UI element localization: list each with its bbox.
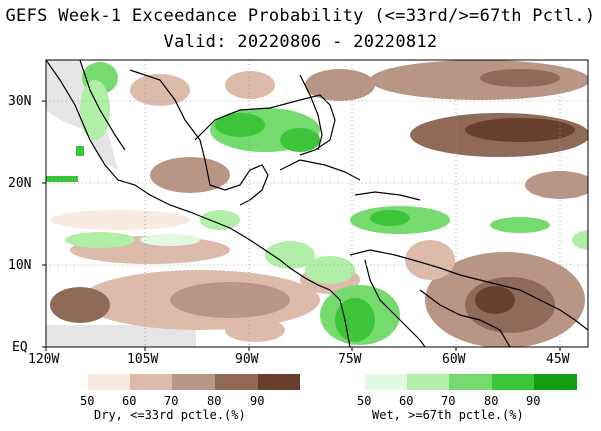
dry-tick-90: 90 [250, 394, 265, 408]
lat-label-20n: 20N [8, 176, 32, 191]
map-valid-dates: Valid: 20220806 - 20220812 [163, 32, 438, 52]
wet-tick-70: 70 [441, 394, 456, 408]
dry-colorbar-cell-90 [258, 374, 300, 390]
wet-colorbar-cell-70 [449, 374, 492, 390]
dry-probability-areas [50, 60, 588, 347]
wet-colorbar-title: Wet, >=67th pctle.(%) [372, 408, 524, 422]
lon-label-60w: 60W [442, 352, 466, 367]
dry-tick-60: 60 [122, 394, 137, 408]
dry-colorbar-cell-80 [215, 374, 258, 390]
wet-probability-areas [46, 62, 588, 345]
dry-colorbar-title: Dry, <=33rd pctle.(%) [94, 408, 246, 422]
lat-label-10n: 10N [8, 258, 32, 273]
map-content [46, 60, 588, 347]
axis-ticks [42, 100, 561, 351]
lon-label-45w: 45W [546, 352, 570, 367]
wet-colorbar-cell-80 [492, 374, 534, 390]
dry-tick-80: 80 [207, 394, 222, 408]
dry-colorbar-cell-50 [88, 374, 130, 390]
wet-colorbar-cell-60 [407, 374, 449, 390]
wet-colorbar-cell-90 [534, 374, 577, 390]
map-title: GEFS Week-1 Exceedance Probability (<=33… [5, 6, 596, 26]
dry-colorbar-cell-60 [130, 374, 172, 390]
lon-label-120w: 120W [28, 352, 60, 367]
dry-tick-70: 70 [164, 394, 179, 408]
lon-label-105w: 105W [127, 352, 159, 367]
lon-label-90w: 90W [235, 352, 259, 367]
lat-label-eq: EQ [12, 340, 28, 355]
wet-tick-80: 80 [484, 394, 499, 408]
lon-label-75w: 75W [338, 352, 362, 367]
lat-label-30n: 30N [8, 94, 32, 109]
map-frame [45, 59, 589, 348]
wet-colorbar-cell-50 [365, 374, 407, 390]
dry-tick-50: 50 [80, 394, 95, 408]
coastlines [46, 60, 588, 347]
dry-colorbar-cell-70 [172, 374, 215, 390]
wet-tick-50: 50 [357, 394, 372, 408]
wet-tick-60: 60 [399, 394, 414, 408]
wet-tick-90: 90 [526, 394, 541, 408]
